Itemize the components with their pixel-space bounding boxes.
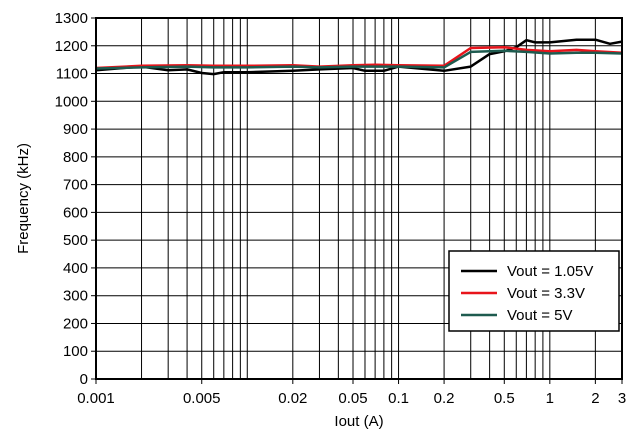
legend-label-2: Vout = 3.3V: [507, 285, 585, 302]
y-tick-label: 300: [63, 288, 88, 305]
series-line-1: [95, 38, 623, 76]
y-tick-label: 400: [63, 260, 88, 277]
y-tick-label: 100: [63, 343, 88, 360]
y-tick-label: 1000: [55, 93, 88, 110]
x-tick-label: 0.5: [494, 390, 515, 407]
x-tick-label: 3: [618, 390, 626, 407]
legend-box: [448, 250, 620, 332]
y-tick-label: 800: [63, 149, 88, 166]
x-tick-label: 0.2: [434, 390, 455, 407]
legend-items: Vout = 1.05V Vout = 3.3V Vout = 5V: [461, 263, 593, 324]
x-tick-label: 0.001: [77, 390, 115, 407]
x-tick-label: 0.05: [338, 390, 367, 407]
x-tick-label: 2: [591, 390, 599, 407]
x-tick-label: 0.005: [183, 390, 221, 407]
legend: Vout = 1.05V Vout = 3.3V Vout = 5V: [448, 250, 620, 332]
series-line-3: [95, 49, 623, 70]
y-tick-label: 1200: [55, 38, 88, 55]
series-line-2: [95, 45, 623, 70]
y-tick-label: 200: [63, 315, 88, 332]
y-tick-label: 900: [63, 121, 88, 138]
y-tick-label: 600: [63, 204, 88, 221]
x-tick-label: 0.1: [388, 390, 409, 407]
y-tick-label: 1300: [55, 10, 88, 27]
x-tick-label: 0.02: [278, 390, 307, 407]
y-tick-label: 500: [63, 232, 88, 249]
legend-label-1: Vout = 1.05V: [507, 263, 593, 280]
y-tick-label: 1100: [56, 66, 88, 83]
plot-frame: [95, 17, 623, 380]
y-tick-label: 0: [80, 371, 88, 388]
series-layer: [95, 38, 623, 76]
y-axis-ticks: 0 100 200 300 400 500 600 700 800 900 1000 1100 1200…: [55, 10, 96, 388]
x-tick-label: 1: [546, 390, 554, 407]
x-axis-ticks: 0.001 0.005 0.02 0.05 0.1 0.2 0.5 1 2 3: [77, 379, 626, 407]
legend-label-3: Vout = 5V: [507, 307, 572, 324]
y-axis-title: Frequency (kHz): [15, 143, 32, 254]
y-tick-label: 700: [63, 177, 88, 194]
x-axis-title: Iout (A): [334, 413, 383, 430]
